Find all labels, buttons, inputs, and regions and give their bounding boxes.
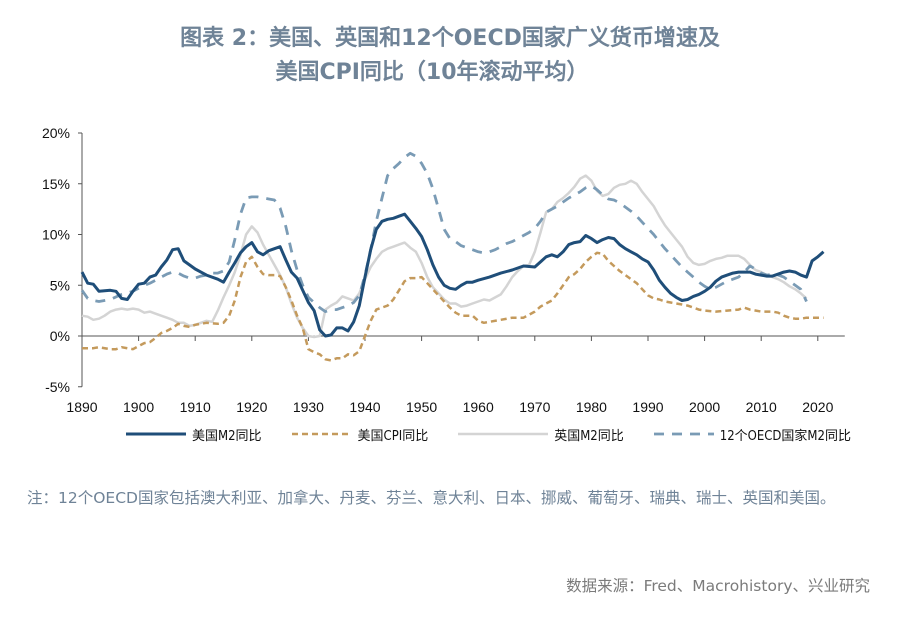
- legend-item-1: 美国CPI同比: [291, 425, 429, 444]
- x-tick-label: 1910: [180, 399, 211, 415]
- x-tick-label: 1920: [236, 399, 267, 415]
- y-tick-label: 15%: [42, 176, 70, 192]
- y-tick-label: 5%: [50, 277, 70, 293]
- series-line-0: [80, 212, 825, 338]
- y-tick-label: 0%: [50, 328, 70, 344]
- x-tick-label: 1980: [576, 399, 607, 415]
- chart-title-line2: 美国CPI同比（10年滚动平均）: [275, 60, 589, 85]
- x-tick-label: 1930: [293, 399, 324, 415]
- chart-title-line1: 图表 2：美国、英国和12个OECD国家广义货币增速及: [180, 26, 720, 51]
- y-tick-label: -5%: [45, 379, 70, 395]
- legend-item-2: 英国M2同比: [458, 425, 624, 444]
- legend-swatch: [126, 432, 186, 436]
- legend: 美国M2同比 美国CPI同比 英国M2同比 12个OECD国家M2同比: [126, 424, 881, 444]
- x-tick-label: 2000: [689, 399, 720, 415]
- legend-item-3: 12个OECD国家M2同比: [653, 425, 851, 444]
- x-tick-label: 1900: [123, 399, 154, 415]
- x-tick-label: 2020: [802, 399, 833, 415]
- x-tick-label: 1960: [463, 399, 494, 415]
- chart-note: 注：12个OECD国家包括澳大利亚、加拿大、丹麦、芬兰、意大利、日本、挪威、葡萄…: [27, 489, 836, 507]
- x-tick-label: 1950: [406, 399, 437, 415]
- x-tick-label: 1990: [632, 399, 663, 415]
- line-chart: -5% 0% 5% 10% 15% 20% 1890 1900 1910 1920 1930 1940…: [42, 125, 845, 415]
- series-group: [80, 151, 825, 362]
- x-tick-label: 1890: [66, 399, 97, 415]
- legend-swatch: [458, 432, 549, 436]
- legend-label: 美国M2同比: [192, 428, 262, 444]
- legend-swatch: [291, 432, 352, 436]
- x-tick-label: 1970: [519, 399, 550, 415]
- legend-item-0: 美国M2同比: [126, 425, 262, 444]
- legend-swatch: [653, 432, 714, 436]
- y-tick-label: 10%: [42, 227, 70, 243]
- series-line-3: [80, 151, 808, 313]
- axes: -5% 0% 5% 10% 15% 20% 1890 1900 1910 1920 1930 1940…: [42, 125, 845, 415]
- x-tick-label: 1940: [349, 399, 380, 415]
- legend-label: 美国CPI同比: [357, 428, 429, 444]
- legend-label: 12个OECD国家M2同比: [719, 428, 851, 444]
- legend-label: 英国M2同比: [554, 428, 624, 444]
- series-line-2: [81, 174, 808, 339]
- x-tick-label: 2010: [746, 399, 777, 415]
- data-source: 数据来源：Fred、Macrohistory、兴业研究: [566, 577, 870, 595]
- y-tick-label: 20%: [42, 125, 70, 141]
- series-line-1: [82, 251, 824, 362]
